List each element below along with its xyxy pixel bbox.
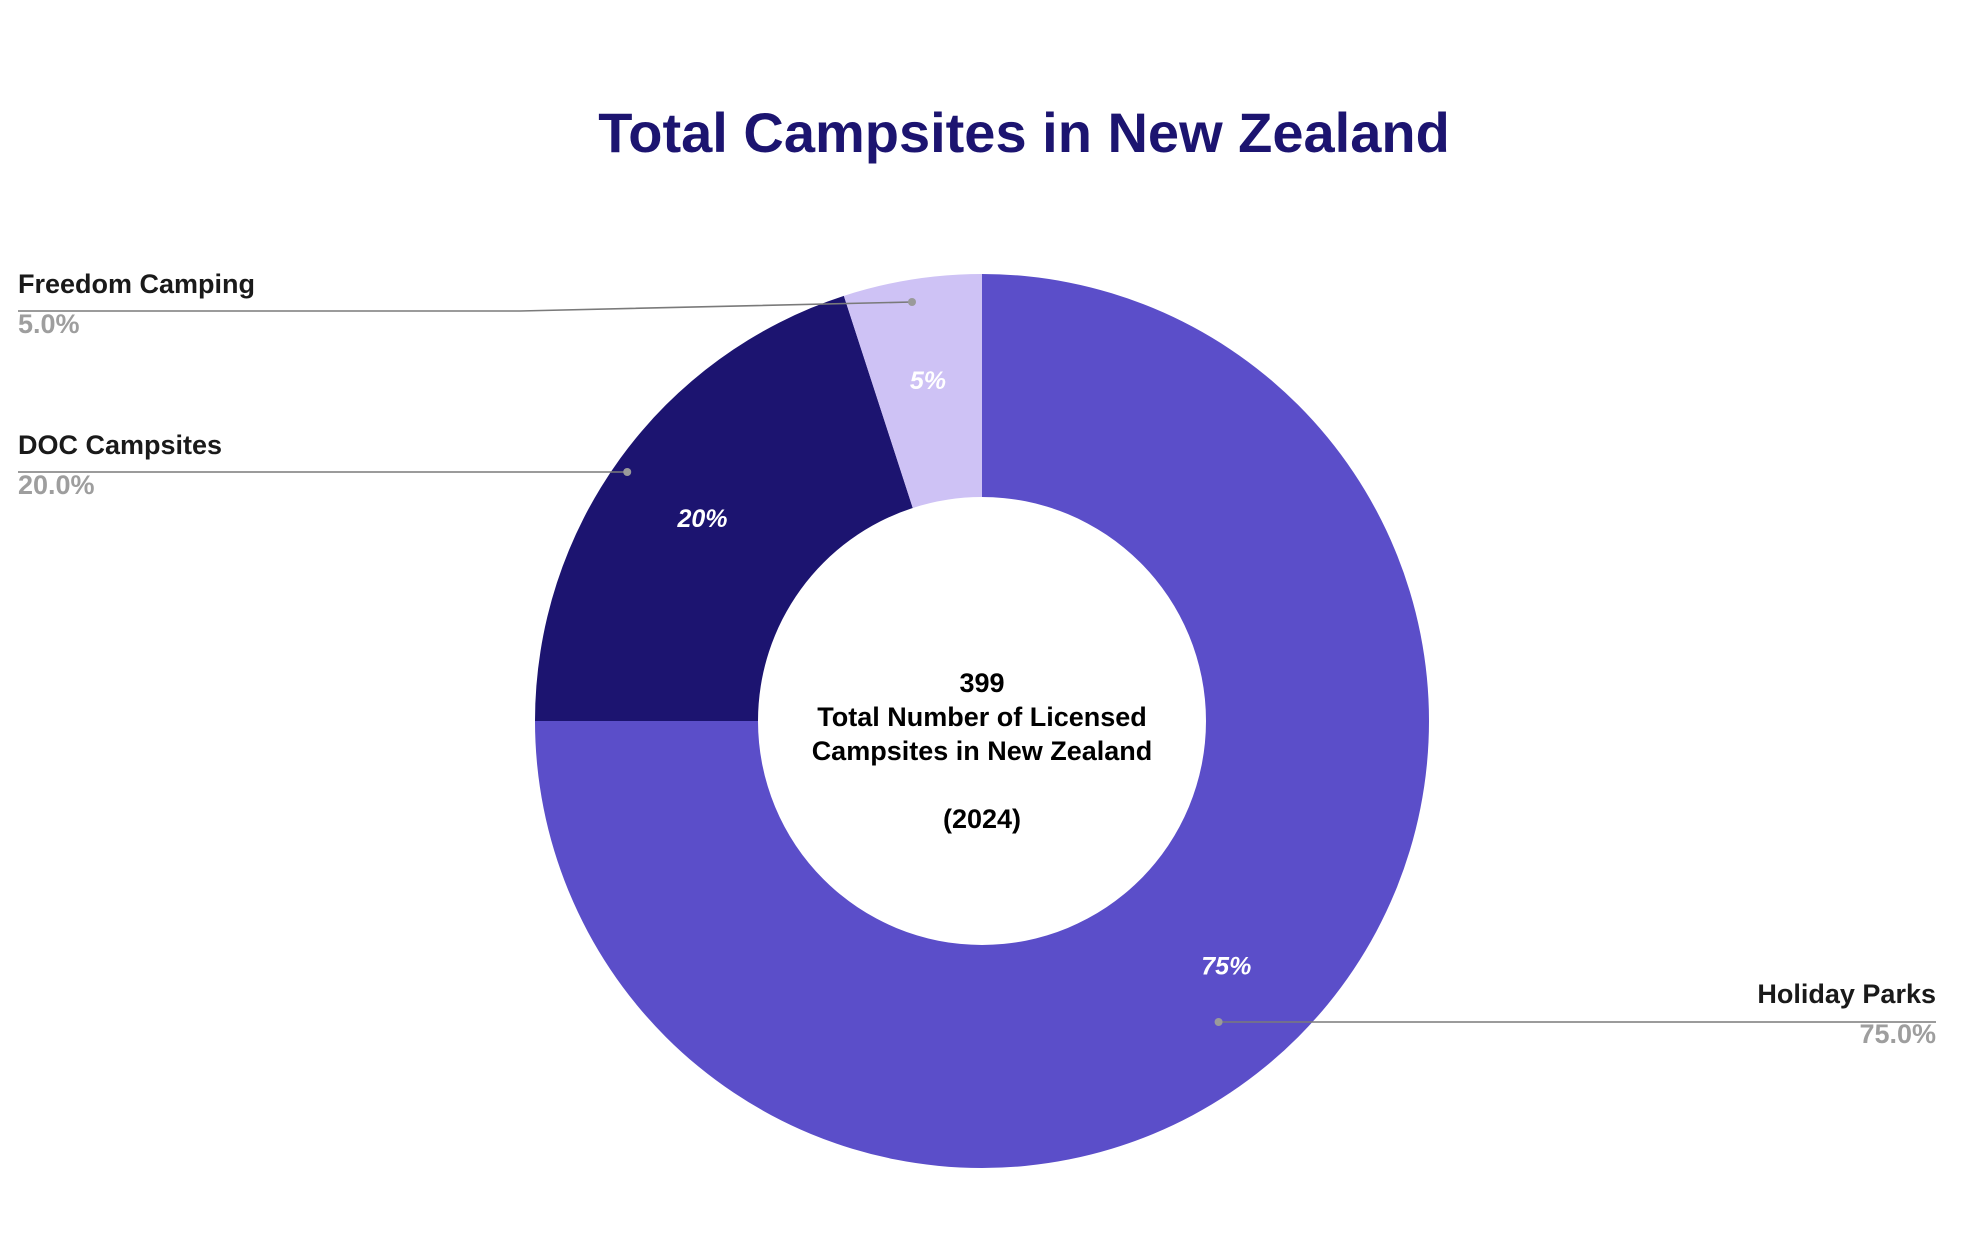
center-text-line-2: Total Number of Licensed (817, 702, 1147, 732)
leader-dot-holiday-parks (1214, 1018, 1223, 1026)
callout-pct-freedom-camping: 5.0% (18, 309, 80, 339)
center-label: 399 Total Number of Licensed Campsites in … (812, 668, 1153, 834)
leader-line-freedom-camping (18, 301, 913, 312)
center-text-line-1: 399 (959, 668, 1004, 698)
slice-label-freedom-camping: 5% (910, 367, 946, 395)
callout-pct-doc-campsites: 20.0% (18, 470, 95, 500)
slice-label-doc-campsites: 20% (676, 505, 727, 533)
leader-dot-freedom-camping (908, 298, 916, 306)
slices-layer (535, 274, 1429, 1168)
labels-layer: 75% Holiday Parks 75.0% 20% DOC Campsites 20.… (18, 269, 1936, 1049)
slice-freedom-camping (843, 274, 982, 508)
callout-name-holiday-parks: Holiday Parks (1757, 979, 1936, 1009)
center-text-line-5: (2024) (943, 804, 1021, 834)
callout-name-doc-campsites: DOC Campsites (18, 430, 222, 460)
callout-name-freedom-camping: Freedom Camping (18, 269, 255, 299)
callout-pct-holiday-parks: 75.0% (1859, 1019, 1936, 1049)
leader-dot-doc-campsites (623, 468, 632, 476)
center-text-line-3: Campsites in New Zealand (812, 736, 1153, 766)
chart-title: Total Campsites in New Zealand (598, 101, 1450, 164)
slice-doc-campsites (535, 295, 913, 721)
slice-holiday-parks (535, 274, 1429, 1168)
slice-label-holiday-parks: 75% (1201, 952, 1251, 980)
